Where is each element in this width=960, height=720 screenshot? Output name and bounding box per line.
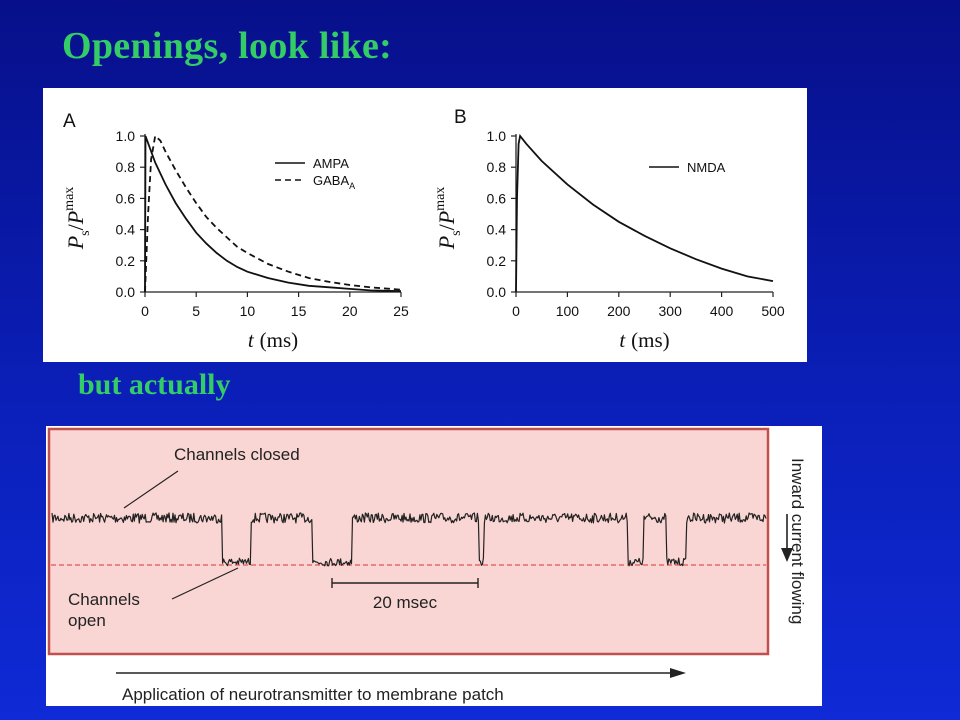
x-axis-label-unit: (ms) [260,328,299,352]
y-tick-label: 0.8 [116,159,136,175]
inward-arrow-head [781,548,793,562]
x-tick-label: 0 [512,303,520,319]
series-line-ampa [144,135,402,293]
slide-subtitle: but actually [78,368,231,401]
y-label-slash: / [434,223,459,230]
y-label-sub2: max [433,187,448,211]
leader-line-open [171,567,239,600]
y-tick-label: 1.0 [116,128,136,144]
x-tick-label: 400 [710,303,734,319]
series-line-nmda [515,133,774,293]
x-axis-label: t (ms) [619,328,669,352]
legend-label: GABAA [313,173,355,191]
y-tick-label: 0.4 [487,222,507,238]
x-axis-label: t (ms) [248,328,298,352]
single-channel-trace-svg: Channels closed Channels open 20 msec Inward… [47,427,807,704]
y-axis-label: Ps/Pmax [433,187,464,251]
plot-a: A0.00.20.40.60.81.00 5 10 15 20 25t (ms)Ps/Pma… [62,111,409,352]
y-axis-label: Ps/Pmax [62,187,93,251]
y-label-p: P [63,236,88,250]
x-axis-label-var: t [619,328,626,352]
x-tick-label: 25 [393,303,409,319]
conductance-curves-figure: A 0.0 0.2 0.4 0.6 0.8 1.0 0 5 10 15 20 25 t (ms) Ps/Pma… [43,88,807,362]
y-tick-label: 1.0 [487,128,507,144]
x-tick-label: 15 [291,303,307,319]
scale-bar-label: 20 msec [373,593,438,612]
y-label-slash: / [63,223,88,230]
label-inward-current: Inward current flowing [788,458,807,624]
x-axis-label-unit: (ms) [631,328,670,352]
legend-label: AMPA [313,156,349,171]
label-channels-open-line2: open [68,611,106,630]
slide-title: Openings, look like: [62,25,393,67]
panel-label: A [63,111,76,132]
x-tick-label: 0 [141,303,149,319]
trace-recording-box [47,427,770,656]
label-channels-closed: Channels closed [174,445,300,464]
application-arrow-head [670,668,686,678]
legend-label-name: AMPA [313,156,349,171]
y-label-sub1: s [78,230,93,235]
legend-label-sub: A [349,181,355,191]
y-label-sub2: max [62,187,77,211]
legend-label-name: NMDA [687,160,726,175]
y-label-p2: P [63,211,88,225]
y-tick-label: 0.0 [487,284,507,300]
y-label-sub1: s [449,230,464,235]
y-label-p: P [434,236,459,250]
panel-label: B [454,107,467,128]
x-tick-label: 5 [192,303,200,319]
single-channel-trace-figure: Channels closed Channels open 20 msec Inward… [46,426,822,706]
y-label-p2: P [434,211,459,225]
conductance-curves-svg: A0.00.20.40.60.81.00 5 10 15 20 25t (ms)Ps/Pma… [62,107,785,352]
x-tick-label: 20 [342,303,358,319]
x-tick-label: 200 [607,303,631,319]
y-tick-label: 0.2 [487,253,507,269]
y-tick-label: 0.2 [116,253,136,269]
legend-label: NMDA [687,160,726,175]
leader-line-closed [123,470,179,509]
label-channels-open-line1: Channels [68,590,140,609]
y-tick-label: 0.6 [487,190,507,206]
legend-label-name: GABA [313,173,349,188]
x-tick-label: 100 [556,303,580,319]
y-tick-label: 0.0 [116,284,136,300]
current-trace [51,512,767,567]
x-axis-label-var: t [248,328,255,352]
y-tick-label: 0.8 [487,159,507,175]
x-tick-label: 300 [659,303,683,319]
y-tick-label: 0.6 [116,190,136,206]
plot-b: B 0.0 0.2 0.4 0.6 0.8 1.0 0 100 200 300 400 500 t (ms)… [433,107,785,352]
label-application: Application of neurotransmitter to membr… [122,685,504,704]
x-tick-label: 10 [240,303,256,319]
y-tick-label: 0.4 [116,222,136,238]
x-tick-label: 500 [761,303,785,319]
